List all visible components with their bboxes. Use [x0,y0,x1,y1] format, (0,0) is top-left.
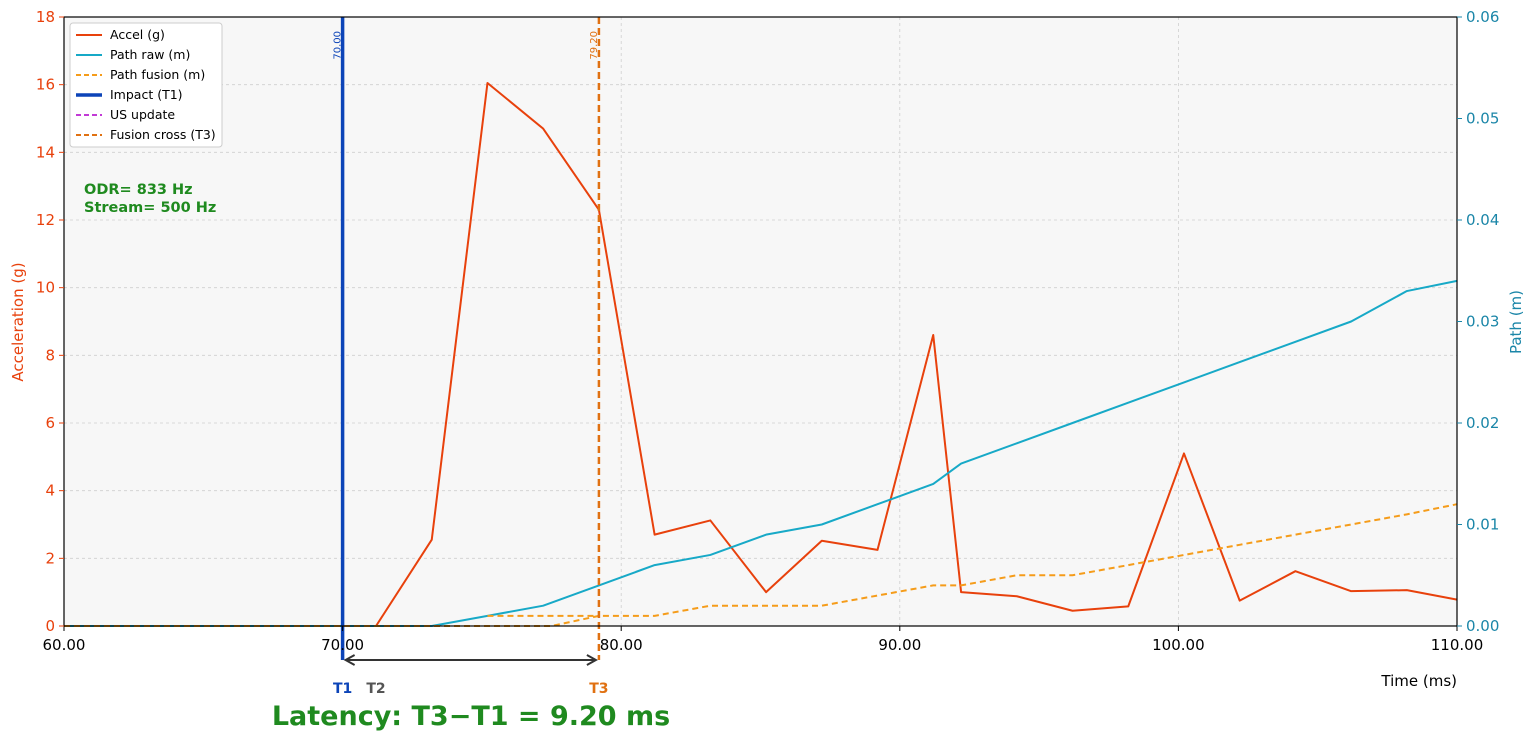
y-left-tick-label: 0 [45,617,55,635]
vline-value-label: 79.20 [589,31,600,60]
legend-label: US update [110,107,175,122]
series-layer [64,81,1458,627]
y-right-tick-label: 0.00 [1466,617,1499,635]
y-left-tick-label: 12 [36,211,55,229]
legend-label: Path fusion (m) [110,67,205,82]
x-tick-label: 80.00 [600,636,643,654]
legend-label: Impact (T1) [110,87,183,102]
legend-box [69,22,223,148]
axes: 60.00 70.00 80.00 90.00 100.00 110.00 0 2 4 6 8 10 1… [36,8,1500,654]
y-left-tick-label: 2 [45,549,55,567]
latency-arrow-head-right [586,654,598,666]
y-left-tick-label: 8 [45,346,55,364]
y-left-tick-label: 14 [36,143,55,161]
x-tick-label: 110.00 [1431,636,1484,654]
y-left-tick-label: 18 [36,8,55,26]
y-axis-right-label: Path (m) [1507,290,1525,354]
y-right-tick-label: 0.03 [1466,313,1499,331]
marker-t1: T1 [333,681,352,697]
legend-label: Fusion cross (T3) [110,127,216,142]
odr-annotation: ODR= 833 Hz [84,182,193,198]
marker-t2: T2 [366,681,385,697]
legend-label: Path raw (m) [110,47,190,62]
y-right-tick-label: 0.05 [1466,110,1499,128]
y-right-tick-label: 0.01 [1466,516,1499,534]
legend: Accel (g) Path raw (m) Path fusion (m) Impa… [69,22,223,148]
x-axis-label: Time (ms) [1380,672,1457,690]
time-markers: T1 T2 T3 [333,654,609,697]
latency-annotation: Latency: T3−T1 = 9.20 ms [272,701,670,732]
plot-area [64,17,1457,626]
series-line-accel-g [64,81,1458,627]
y-left-tick-label: 16 [36,76,55,94]
legend-label: Accel (g) [110,27,165,42]
series-line-path-fusion-m [64,503,1458,627]
vline-value-label: 70.00 [333,31,344,60]
y-right-tick-label: 0.06 [1466,8,1499,26]
stream-annotation: Stream= 500 Hz [84,200,216,216]
series-line-path-raw-m [64,279,1458,627]
x-tick-label: 60.00 [43,636,86,654]
marker-t3: T3 [589,681,608,697]
y-right-tick-label: 0.02 [1466,414,1499,432]
y-right-tick-label: 0.04 [1466,211,1499,229]
y-left-tick-label: 6 [45,414,55,432]
y-left-tick-label: 4 [45,482,55,500]
x-tick-label: 70.00 [321,636,364,654]
y-left-tick-label: 10 [36,279,55,297]
vertical-lines: 70.00 79.20 [333,17,601,660]
y-axis-left-label: Acceleration (g) [9,262,27,381]
x-tick-label: 100.00 [1152,636,1205,654]
x-tick-label: 90.00 [878,636,921,654]
latency-arrow-head-left [343,654,356,666]
